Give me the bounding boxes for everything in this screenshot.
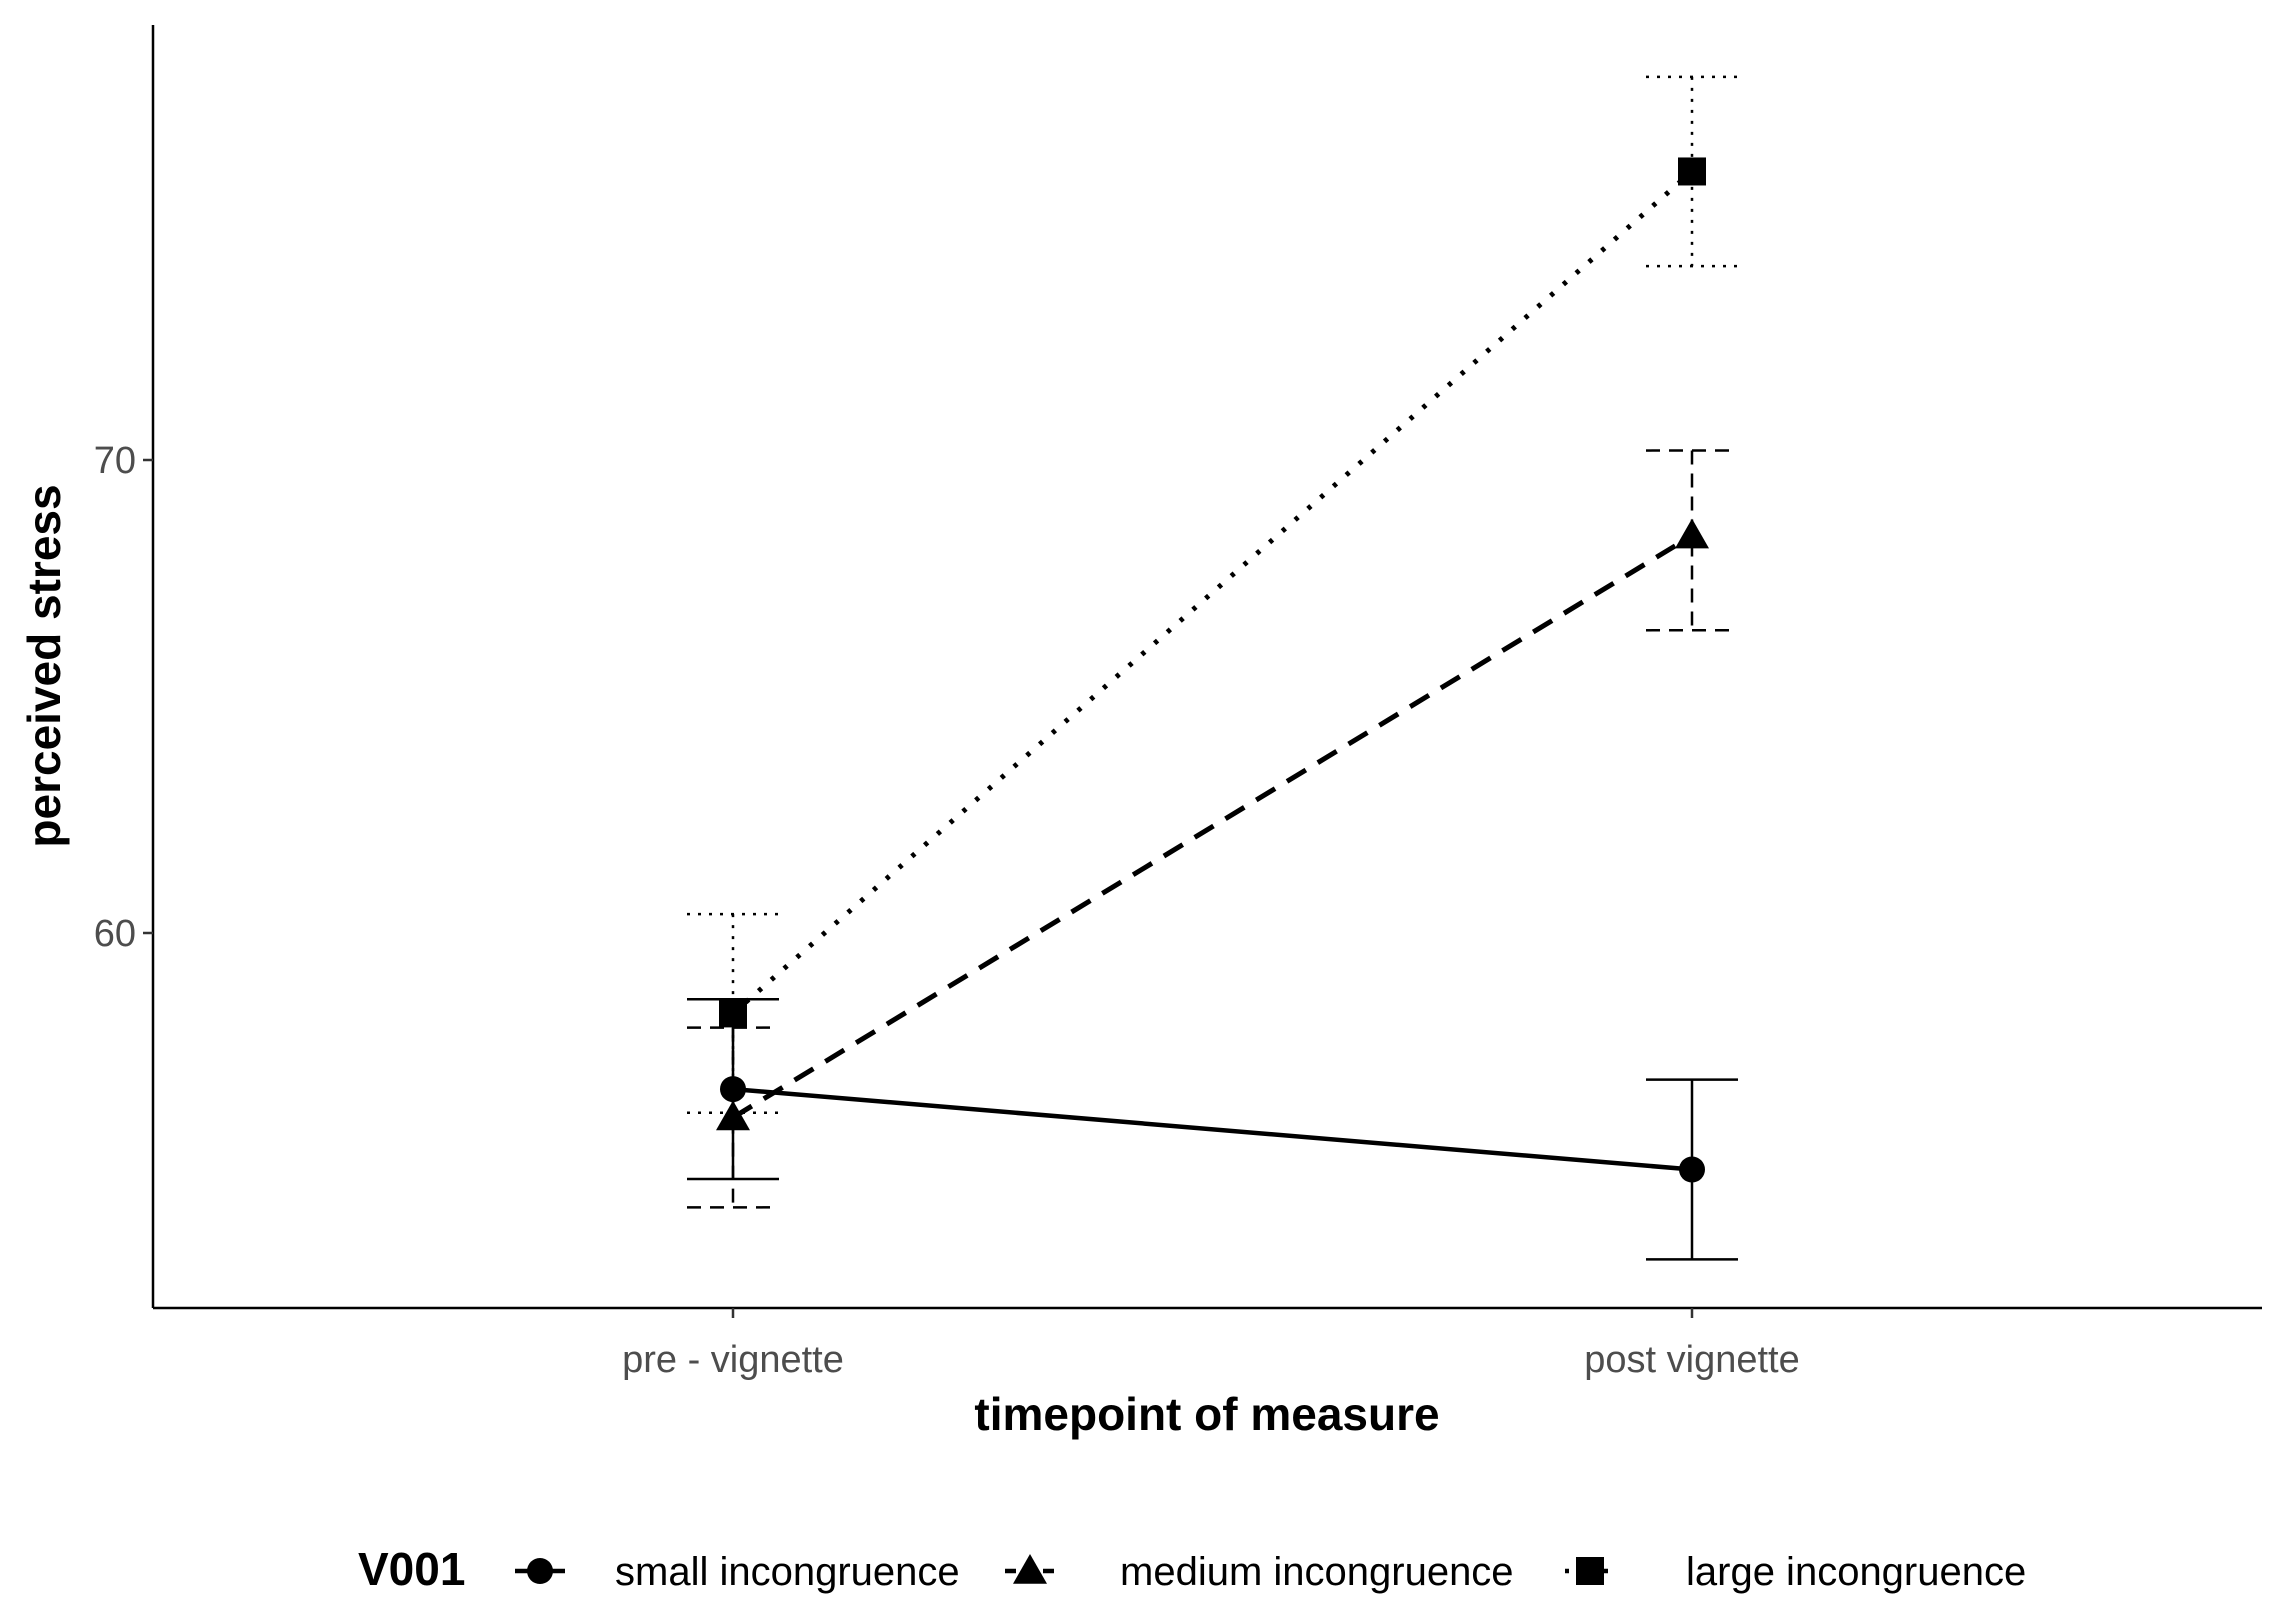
plot-area: [687, 75, 1738, 1261]
y-ticks: 60 70: [94, 440, 153, 955]
data-point: [1678, 157, 1706, 186]
y-tick-label: 60: [94, 913, 136, 955]
series-line: [731, 169, 1694, 1016]
y-tick-label: 70: [94, 440, 136, 482]
data-point: [1675, 518, 1709, 549]
x-tick-label: post vignette: [1584, 1339, 1799, 1381]
legend: V001 small incongruence medium incongruen…: [358, 1543, 2026, 1595]
legend-key-marker: [1013, 1554, 1047, 1584]
y-axis-title: perceived stress: [18, 484, 70, 847]
legend-label: medium incongruence: [1120, 1550, 1514, 1594]
legend-item: medium incongruence: [1005, 1550, 1514, 1594]
series-square: [687, 75, 1738, 1114]
x-tick-label: pre - vignette: [622, 1339, 844, 1381]
data-point: [1679, 1156, 1705, 1183]
data-point: [720, 1076, 746, 1103]
legend-item: large incongruence: [1565, 1550, 2026, 1594]
data-point: [716, 1100, 750, 1131]
series-line: [731, 533, 1694, 1120]
data-point: [719, 999, 747, 1028]
legend-item: small incongruence: [515, 1550, 960, 1594]
x-axis-title: timepoint of measure: [974, 1388, 1439, 1440]
series-circle: [687, 997, 1738, 1261]
legend-title: V001: [358, 1543, 465, 1595]
series-triangle: [687, 449, 1738, 1209]
legend-label: large incongruence: [1686, 1550, 2026, 1594]
legend-label: small incongruence: [615, 1550, 960, 1594]
x-ticks: pre - vignette post vignette: [622, 1308, 1800, 1381]
series-line: [732, 1086, 1693, 1172]
legend-key-marker: [527, 1558, 553, 1584]
legend-key-marker: [1576, 1557, 1604, 1585]
